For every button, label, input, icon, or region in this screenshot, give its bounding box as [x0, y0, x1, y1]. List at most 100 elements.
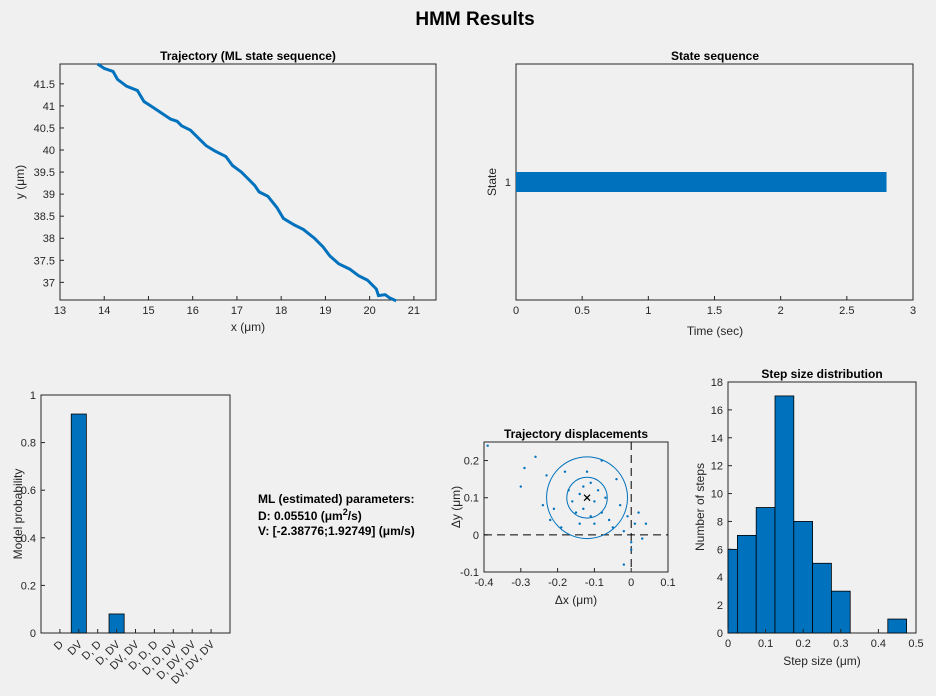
displacements-xtick-label: -0.3	[511, 577, 530, 589]
step-size-xtick-label: 0.4	[871, 638, 886, 650]
displacements-x-label: Δx (μm)	[555, 593, 597, 607]
displacement-point	[582, 485, 585, 488]
model-probability-ytick-label: 1	[30, 390, 36, 402]
state-sequence-title: State sequence	[671, 49, 759, 63]
step-size-bar	[812, 562, 832, 634]
trajectory-ytick-label: 37.5	[34, 255, 55, 267]
displacement-point	[618, 503, 622, 507]
displacement-point	[585, 470, 589, 473]
step-size-bar	[774, 395, 795, 634]
displacements-plot-area	[483, 441, 669, 573]
step-size-bar	[793, 521, 813, 634]
step-size-xtick-label: 0.5	[908, 638, 923, 650]
displacement-point	[593, 500, 596, 503]
model-probability-ytick-label: 0.4	[21, 533, 36, 545]
displacement-point	[589, 481, 592, 485]
step-size-bar	[727, 548, 738, 634]
displacement-point	[567, 489, 570, 492]
params-v: V: [-2.38776;1.92749] (μm/s)	[258, 524, 415, 538]
displacement-point	[523, 466, 526, 470]
displacements-panel: Trajectory displacements -0.4 -0.3 -0.2 -0.…	[449, 427, 676, 607]
step-size-ytick-label: 0	[717, 628, 723, 640]
trajectory-xtick-label: 20	[364, 305, 376, 317]
step-size-ytick-label: 2	[717, 600, 723, 612]
displacement-point	[622, 529, 626, 533]
state-sequence-panel: State sequence 0 0.5 1 1.5 2 2.5 3 1 Time (sec…	[485, 49, 916, 338]
displacements-marks	[484, 442, 668, 572]
step-size-xtick-label: 0.1	[758, 638, 773, 650]
displacement-point	[600, 511, 603, 514]
params-heading: ML (estimated) parameters:	[258, 492, 415, 506]
step-size-x-label: Step size (μm)	[783, 654, 861, 668]
displacements-title: Trajectory displacements	[504, 427, 648, 441]
step-size-ytick-label: 10	[711, 489, 723, 501]
state-sequence-xtick-label: 1.5	[707, 305, 722, 317]
displacements-ytick-label: 0.2	[464, 456, 479, 468]
displacement-point	[626, 515, 629, 518]
trajectory-ytick-label: 40	[43, 145, 55, 157]
displacements-y-ticks: -0.1 0 0.1 0.2	[460, 456, 488, 579]
params-d: D: 0.05510 (μm2/s)	[258, 507, 362, 523]
trajectory-line	[96, 62, 397, 303]
displacement-point	[630, 541, 633, 544]
trajectory-ytick-label: 38.5	[34, 211, 55, 223]
trajectory-xtick-label: 16	[187, 305, 199, 317]
model-probability-bars	[70, 413, 125, 634]
state-sequence-y-label: State	[485, 168, 499, 196]
displacement-point	[549, 518, 552, 522]
displacement-point	[541, 503, 545, 507]
displacement-point	[641, 537, 644, 540]
trajectory-ytick-label: 37	[43, 277, 55, 289]
model-probability-ytick-label: 0.6	[21, 485, 36, 497]
trajectory-y-ticks: 37 37.5 38 38.5 39 39.5 40 40.5 41 41.5	[34, 79, 64, 289]
displacement-point	[486, 444, 489, 447]
displacement-point	[622, 563, 626, 566]
displacement-point	[607, 518, 611, 522]
displacements-ytick-label: 0	[473, 530, 479, 542]
state-sequence-x-label: Time (sec)	[687, 324, 743, 338]
model-probability-y-ticks: 0 0.2 0.4 0.6 0.8 1	[21, 390, 45, 640]
trajectory-x-label: x (μm)	[231, 320, 265, 334]
step-size-y-ticks: 0 2 4 6 8 10 12 14 16 18	[711, 377, 732, 640]
step-size-ytick-label: 14	[711, 433, 723, 445]
step-size-bar	[737, 534, 757, 634]
displacement-point	[519, 485, 522, 488]
displacements-x-ticks: -0.4 -0.3 -0.2 -0.1 0 0.1	[475, 568, 676, 589]
trajectory-x-ticks: 13 14 15 16 17 18 19 20 21	[54, 296, 420, 317]
displacement-point	[600, 459, 603, 462]
model-probability-ytick-label: 0.2	[21, 580, 36, 592]
trajectory-ytick-label: 41.5	[34, 79, 55, 91]
trajectory-ytick-label: 39	[43, 189, 55, 201]
state-sequence-xtick-label: 2	[778, 305, 784, 317]
displacement-point	[611, 526, 614, 529]
state-sequence-xtick-label: 1	[645, 305, 651, 317]
trajectory-ytick-label: 38	[43, 233, 55, 245]
figure-title: HMM Results	[415, 9, 534, 30]
displacement-point	[630, 548, 633, 551]
displacement-point	[571, 500, 574, 503]
displacements-ytick-label: -0.1	[460, 567, 479, 579]
displacements-y-label: Δy (μm)	[449, 486, 463, 528]
state-sequence-x-ticks: 0 0.5 1 1.5 2 2.5 3	[513, 296, 916, 317]
displacement-point	[545, 474, 548, 477]
displacement-point	[589, 515, 592, 518]
state-sequence-xtick-label: 3	[910, 305, 916, 317]
trajectory-plot-area	[59, 63, 437, 301]
trajectory-xtick-label: 14	[98, 305, 110, 317]
displacement-point	[604, 496, 607, 499]
displacement-point	[593, 522, 596, 525]
step-size-y-label: Number of steps	[693, 463, 707, 551]
displacement-point	[582, 507, 585, 511]
step-size-bar	[887, 618, 907, 634]
step-size-xtick-label: 0.3	[833, 638, 848, 650]
trajectory-xtick-label: 21	[408, 305, 420, 317]
step-size-ytick-label: 6	[717, 544, 723, 556]
trajectory-y-label: y (μm)	[13, 165, 27, 199]
model-probability-ytick-label: 0.8	[21, 438, 36, 450]
displacement-point	[615, 477, 618, 481]
displacements-xtick-label: -0.4	[475, 577, 494, 589]
step-size-ytick-label: 12	[711, 461, 723, 473]
step-size-title: Step size distribution	[761, 367, 882, 381]
